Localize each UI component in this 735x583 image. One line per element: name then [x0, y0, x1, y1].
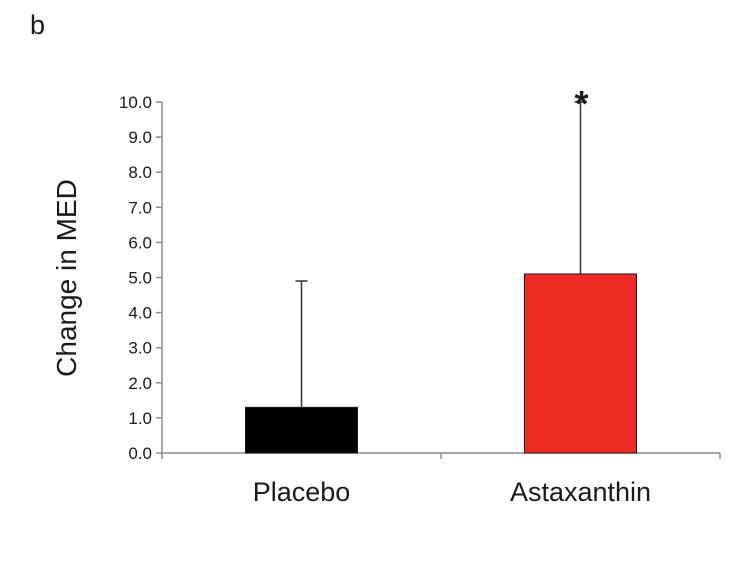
y-tick-label: 4.0	[128, 304, 152, 323]
y-tick-label: 5.0	[128, 269, 152, 288]
y-tick-label: 1.0	[128, 409, 152, 428]
y-tick-label: 7.0	[128, 198, 152, 217]
y-tick-label: 0.0	[128, 444, 152, 463]
y-tick-label: 2.0	[128, 374, 152, 393]
plot-area: 0.0 1.0 2.0 3.0 4.0 5.0 6.0 7.0 8.0 9.0 10.0 Placeb…	[119, 83, 721, 507]
x-category-label: Astaxanthin	[510, 477, 651, 507]
y-tick-label: 8.0	[128, 163, 152, 182]
y-tick-label: 10.0	[119, 93, 152, 112]
bar-astaxanthin	[524, 273, 637, 454]
x-category-label: Placebo	[253, 477, 351, 507]
y-tick-label: 3.0	[128, 339, 152, 358]
panel-label: b	[30, 10, 45, 40]
y-tick-label: 6.0	[128, 233, 152, 252]
y-axis-title: Change in MED	[51, 179, 82, 377]
y-tick-label: 9.0	[128, 128, 152, 147]
bar-placebo	[245, 406, 358, 454]
significance-marker: *	[574, 83, 588, 124]
